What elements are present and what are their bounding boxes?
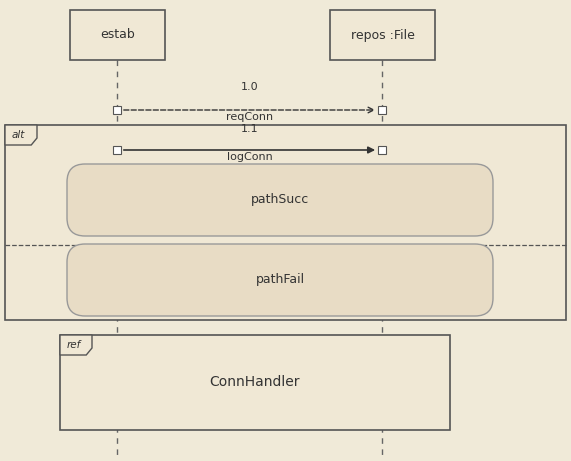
Text: alt: alt [12,130,25,141]
Text: pathFail: pathFail [255,273,304,286]
Bar [330,10,435,60]
Bar [113,146,121,154]
FancyBboxPatch shape [67,244,493,316]
Polygon shape [60,335,92,355]
Bar [70,10,165,60]
Text: logConn: logConn [227,152,272,162]
FancyBboxPatch shape [67,164,493,236]
Text: 1.0: 1.0 [241,82,258,92]
Bar [5,125,566,320]
Bar [113,106,121,114]
Bar [60,335,450,430]
Text: pathSucc: pathSucc [251,194,309,207]
Bar [378,146,386,154]
Text: ref: ref [66,340,81,350]
Text: ConnHandler: ConnHandler [210,376,300,390]
Polygon shape [5,125,37,145]
Text: repos :File: repos :File [351,29,415,41]
Text: reqConn: reqConn [226,112,273,122]
Bar [378,106,386,114]
Text: estab: estab [100,29,135,41]
Text: 1.1: 1.1 [241,124,258,134]
